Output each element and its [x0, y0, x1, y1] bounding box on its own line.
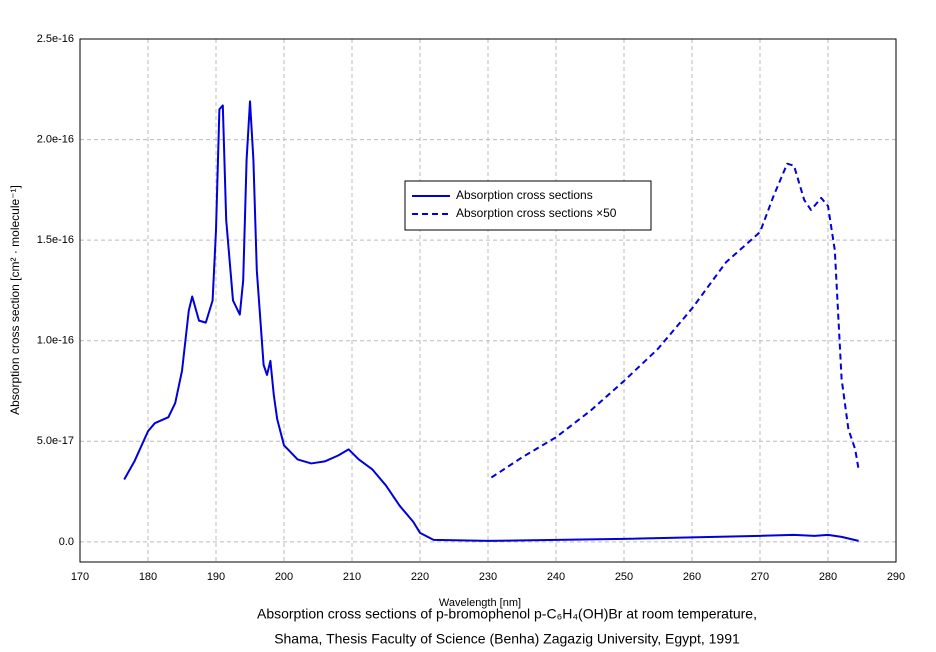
x-tick-label: 200	[275, 571, 293, 583]
caption: Shama, Thesis Faculty of Science (Benha)…	[274, 631, 740, 647]
y-tick-label: 1.0e-16	[37, 335, 74, 347]
x-tick-label: 270	[751, 571, 769, 583]
legend-label: Absorption cross sections ×50	[456, 206, 617, 220]
x-tick-label: 190	[207, 571, 225, 583]
y-tick-label: 5.0e-17	[37, 435, 74, 447]
y-tick-label: 2.0e-16	[37, 133, 74, 145]
x-tick-label: 280	[819, 571, 837, 583]
x-tick-label: 230	[479, 571, 497, 583]
x-axis-label: Wavelength [nm]	[439, 597, 521, 609]
series-line	[490, 162, 860, 479]
x-tick-label: 290	[887, 571, 905, 583]
y-tick-label: 1.5e-16	[37, 234, 74, 246]
y-axis-label: Absorption cross section [cm² · molecule…	[8, 185, 22, 415]
x-tick-label: 240	[547, 571, 565, 583]
legend-box	[404, 180, 652, 231]
x-tick-label: 210	[343, 571, 361, 583]
plot-frame	[79, 38, 897, 563]
x-tick-label: 170	[71, 571, 89, 583]
x-tick-label: 260	[683, 571, 701, 583]
legend-label: Absorption cross sections	[456, 188, 593, 202]
x-tick-label: 250	[615, 571, 633, 583]
y-tick-label: 2.5e-16	[37, 33, 74, 45]
y-tick-label: 0.0	[59, 536, 74, 548]
x-tick-label: 180	[139, 571, 157, 583]
caption: Absorption cross sections of p-bromophen…	[257, 606, 757, 622]
x-tick-label: 220	[411, 571, 429, 583]
series-line	[123, 100, 859, 542]
